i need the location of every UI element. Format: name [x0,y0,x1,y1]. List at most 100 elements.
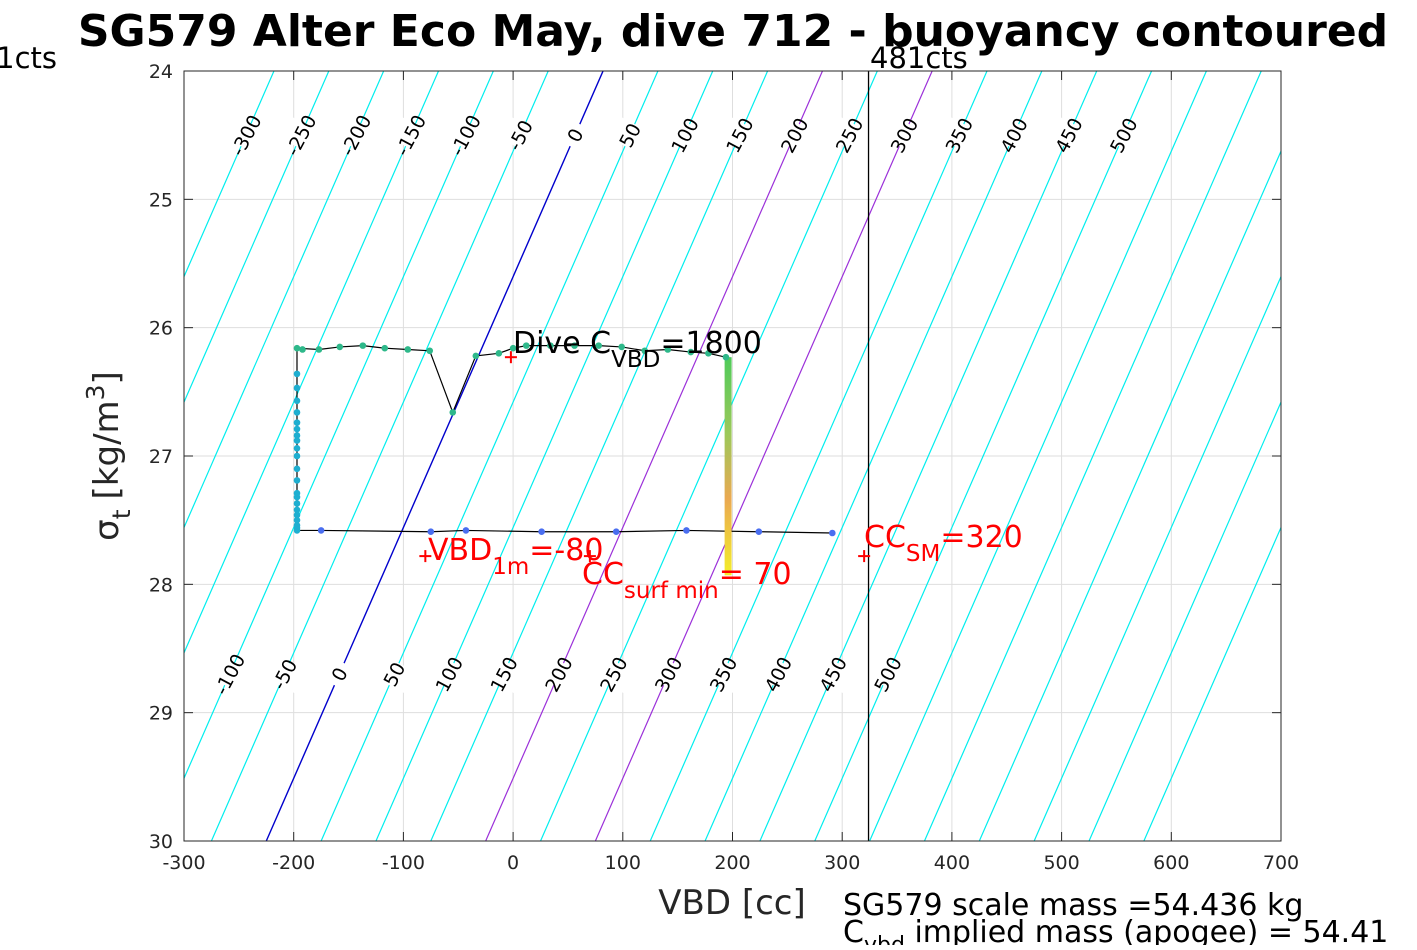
contour-label-bg [383,113,438,158]
profile-point [293,419,301,426]
contour-label-bg [641,652,696,697]
y-tick-label: 24 [149,61,173,83]
profile-point [522,342,530,349]
x-tick-label: -100 [382,852,425,874]
profile-point [293,384,301,392]
x-tick-label: -200 [272,852,315,874]
y-tick-label: 30 [149,831,173,853]
contour-line [978,149,1281,841]
x-axis-label: VBD [cc] [658,883,806,923]
contour-label-bg [822,113,877,158]
contour-label-bg [422,652,476,697]
contour-line [1143,525,1281,841]
contour-line [320,71,659,841]
y-tick-label: 26 [149,318,173,340]
dive-c-vbd-sub: VBD [611,347,660,373]
vbd-1m-value: =-80 [529,533,603,568]
profile-point [595,342,602,349]
y-tick-label: 29 [149,703,173,725]
profile-point [538,528,545,536]
profile-point [641,347,649,355]
contour-lines [184,71,1281,841]
cc-surf-min-value: = 70 [719,557,792,592]
contour-line [184,71,385,529]
contour-label-bg [806,652,860,697]
profile-point [755,528,763,536]
contour-label-bg [328,113,383,158]
vline-label-right: 481cts [870,41,968,75]
dive-c-vbd-value: =1800 [660,326,761,361]
cc-sm-annotation: CCSM=320 [864,520,1023,567]
contour-label-bg [493,113,547,158]
profile-point [293,432,301,439]
cc-sm-sub: SM [906,541,940,567]
contour-label-bg [312,652,367,697]
contour-line [265,71,604,841]
contour-label-bg [273,113,328,158]
profile-point [293,500,301,507]
profile-point [293,477,301,484]
x-tick-label: 300 [824,852,860,874]
y-label-sup: 3 [81,384,110,400]
cc-surf-min-annotation: CCsurf min= 70 [582,557,792,604]
profile-point [293,425,301,433]
contour-label-bg [531,652,586,697]
contour-label-bg [603,113,657,158]
profile-point [612,528,620,536]
y-tick-label: 25 [149,189,173,211]
profile-point [293,511,301,519]
footer-c-sub: vbd [864,933,905,945]
footer-scale-mass: SG579 scale mass =54.436 kg [843,888,1303,923]
contour-line [704,71,1043,841]
profile-point [571,342,578,349]
axis-ticks: -300 -200 -100 0 100 200 300 400 500 600 700 24 25 26… [149,61,1299,874]
contour-label-bg [877,113,931,158]
profile-point [829,529,836,537]
profile-point [462,527,470,534]
vbd-1m-annotation: VBD1m=-80 [428,533,603,580]
contour-line [1088,400,1281,841]
footer-c: C [843,915,864,945]
profile-point [293,370,301,378]
contour-label-bg [548,113,602,158]
footer-rest: implied mass (apogee) = 54.41 [905,915,1389,945]
contour-label-bg [438,113,493,158]
contour-line [539,71,878,841]
x-tick-label: 100 [605,852,641,874]
profile-point [293,516,301,524]
chart-title: SG579 Alter Eco May, dive 712 - buoyancy… [78,6,1388,57]
profile-point [293,527,301,534]
vbd-1m-sub: 1m [492,554,529,580]
profile-point [687,348,695,356]
profile [293,342,836,576]
x-tick-label: 700 [1263,852,1299,874]
contour-label-bg [367,652,421,697]
footer-implied-mass: Cvbd implied mass (apogee) = 54.41 [843,915,1388,945]
profile-point [293,506,301,514]
contour-label-bg [586,652,641,697]
dive-c-vbd-annotation: Dive CVBD=1800 [513,326,762,373]
profile-point [293,452,301,460]
contour-label-bg [860,652,915,697]
contour-line [814,71,1153,841]
x-tick-label: 500 [1043,852,1079,874]
contour-label-bg [751,652,805,697]
contour-line [869,71,1207,841]
contour-line [184,71,440,655]
profile-point [315,346,323,353]
contour-label-bg [219,113,273,158]
profile-point [509,344,517,352]
contour-line [1033,275,1281,841]
profile-point [722,353,730,361]
profile-lower-line [296,348,833,534]
profile-point [317,527,325,534]
y-axis-label-text: σt [kg/m3] [81,371,136,541]
profile-point [293,493,301,501]
profile-point [683,527,690,534]
y-label-close: ] [87,371,127,384]
profile-point [293,409,301,416]
contour-line [594,71,933,841]
y-tick-label: 27 [149,446,173,468]
contour-line [923,71,1262,841]
